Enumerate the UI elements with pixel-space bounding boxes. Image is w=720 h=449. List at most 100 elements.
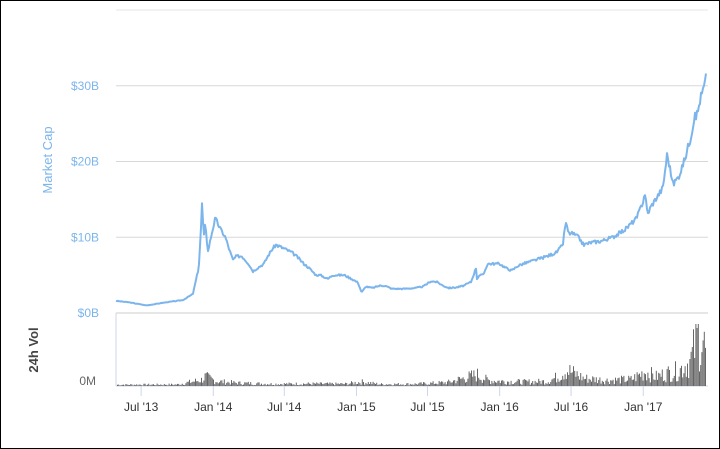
- volume-bar: [263, 384, 265, 386]
- volume-bar: [409, 383, 411, 386]
- volume-bar: [119, 385, 121, 386]
- volume-bar: [304, 383, 306, 386]
- volume-bar: [510, 380, 512, 386]
- volume-bar: [285, 384, 286, 386]
- volume-bar: [136, 384, 138, 386]
- y-tick-label: $10B: [71, 230, 99, 244]
- volume-bar: [462, 377, 464, 386]
- volume-bar: [401, 384, 403, 386]
- volume-bar: [459, 377, 460, 386]
- volume-bar: [153, 384, 154, 386]
- volume-bar: [216, 382, 218, 386]
- volume-bar: [141, 385, 142, 386]
- volume-bar: [238, 381, 240, 386]
- volume-bar: [702, 340, 704, 386]
- volume-bar: [348, 383, 350, 386]
- volume-bar: [330, 383, 332, 386]
- volume-bar: [688, 378, 690, 386]
- volume-bar: [192, 381, 194, 386]
- volume-bar: [361, 379, 363, 386]
- volume-bar: [257, 382, 259, 386]
- volume-bar: [245, 382, 247, 386]
- volume-bar: [355, 384, 357, 386]
- volume-bar: [207, 372, 208, 386]
- volume-bar: [543, 380, 544, 386]
- volume-bar: [281, 384, 283, 386]
- volume-bar: [208, 373, 210, 386]
- volume-bar: [211, 378, 213, 386]
- volume-bar: [475, 381, 477, 386]
- volume-bar: [425, 383, 427, 386]
- volume-bar: [665, 382, 667, 386]
- volume-bar: [537, 382, 538, 386]
- x-tick-label: Jan '16: [480, 400, 519, 414]
- volume-bar: [592, 376, 594, 386]
- volume-bar: [678, 376, 680, 386]
- volume-bar: [201, 377, 202, 386]
- volume-bar: [653, 379, 655, 386]
- volume-bar: [619, 383, 621, 386]
- volume-bar: [126, 384, 128, 386]
- volume-bar: [559, 380, 561, 386]
- volume-bar: [457, 376, 459, 386]
- volume-bar: [276, 385, 278, 386]
- volume-bar: [196, 381, 198, 386]
- volume-bar: [631, 379, 633, 386]
- volume-bar: [496, 382, 498, 386]
- grid-lines: [115, 9, 708, 387]
- volume-bar: [637, 374, 639, 386]
- volume-bar: [501, 380, 502, 386]
- volume-bar: [520, 383, 522, 386]
- volume-bar: [167, 385, 169, 386]
- volume-bar: [514, 382, 516, 386]
- volume-bar: [174, 384, 176, 386]
- volume-bar: [283, 383, 285, 386]
- volume-bar: [642, 380, 644, 386]
- volume-bar: [307, 382, 309, 386]
- volume-bar: [198, 382, 200, 386]
- volume-bar: [586, 374, 588, 386]
- volume-bar: [268, 384, 270, 386]
- volume-bar: [243, 384, 244, 386]
- volume-bar: [121, 384, 123, 386]
- volume-bar: [400, 384, 402, 386]
- volume-bar: [622, 377, 624, 386]
- volume-bar: [583, 379, 585, 386]
- volume-bar: [233, 380, 235, 386]
- volume-bar: [515, 382, 517, 386]
- volume-bar: [223, 379, 225, 386]
- volume-bar: [160, 384, 162, 386]
- x-tick-label: Jul '13: [124, 400, 159, 414]
- volume-bar: [549, 383, 550, 386]
- y-tick-label: $30B: [71, 79, 99, 93]
- volume-bar: [504, 384, 506, 386]
- volume-bar: [235, 383, 237, 386]
- volume-bar: [465, 382, 466, 386]
- volume-bar: [231, 380, 232, 386]
- volume-bar: [551, 379, 553, 386]
- volume-bar: [319, 382, 321, 386]
- volume-bar: [480, 380, 482, 386]
- volume-bar: [672, 378, 674, 386]
- volume-bar: [624, 382, 626, 386]
- volume-bar: [567, 372, 568, 386]
- volume-bar: [336, 383, 338, 386]
- volume-bar: [197, 381, 199, 386]
- volume-bar: [246, 382, 248, 386]
- volume-bar: [479, 379, 481, 386]
- volume-bar: [388, 384, 390, 386]
- volume-bar: [421, 384, 423, 386]
- volume-bar: [429, 384, 430, 386]
- volume-bar: [487, 379, 489, 386]
- volume-bar: [161, 384, 163, 386]
- volume-bar: [117, 384, 118, 386]
- volume-bar: [550, 382, 552, 386]
- volume-bar: [490, 383, 492, 386]
- volume-bar: [649, 382, 651, 386]
- volume-bar: [222, 383, 224, 386]
- volume-bar: [204, 373, 206, 386]
- volume-bar: [322, 384, 324, 386]
- volume-bar: [142, 385, 144, 386]
- volume-bar: [154, 385, 156, 386]
